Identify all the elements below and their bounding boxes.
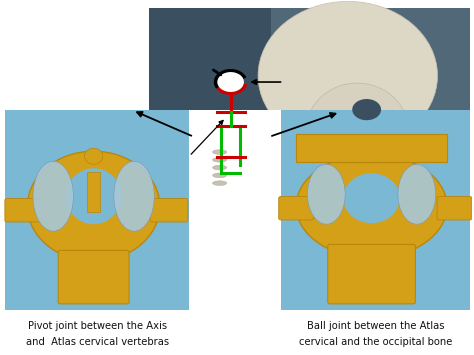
Ellipse shape [27,151,160,261]
Ellipse shape [212,158,227,162]
FancyBboxPatch shape [437,196,472,220]
Ellipse shape [33,161,73,231]
Bar [180,110,281,310]
Ellipse shape [84,148,103,164]
FancyBboxPatch shape [328,244,415,304]
Ellipse shape [343,173,400,223]
Ellipse shape [258,1,438,150]
Bar [149,8,271,220]
Circle shape [218,72,244,92]
Bar [5,110,189,310]
Ellipse shape [308,164,345,224]
Ellipse shape [212,173,227,178]
FancyBboxPatch shape [279,196,314,220]
Bar [281,110,470,310]
Ellipse shape [306,83,409,179]
Ellipse shape [212,181,227,185]
Ellipse shape [214,131,238,173]
Bar [271,8,470,220]
Ellipse shape [114,161,154,231]
Ellipse shape [352,99,381,120]
FancyBboxPatch shape [5,198,43,222]
FancyBboxPatch shape [296,134,447,162]
Ellipse shape [212,150,227,154]
Text: cervical and the occipital bone: cervical and the occipital bone [299,337,452,346]
FancyBboxPatch shape [150,198,188,222]
Text: Pivot joint between the Axis: Pivot joint between the Axis [28,321,167,332]
FancyBboxPatch shape [58,250,129,304]
Bar [149,8,470,220]
Ellipse shape [398,164,436,224]
FancyBboxPatch shape [87,172,100,212]
Ellipse shape [212,165,227,170]
Text: Ball joint between the Atlas: Ball joint between the Atlas [307,321,444,332]
Ellipse shape [296,154,447,258]
Ellipse shape [66,168,121,224]
Ellipse shape [344,143,408,190]
Text: and  Atlas cervical vertebras: and Atlas cervical vertebras [26,337,169,346]
